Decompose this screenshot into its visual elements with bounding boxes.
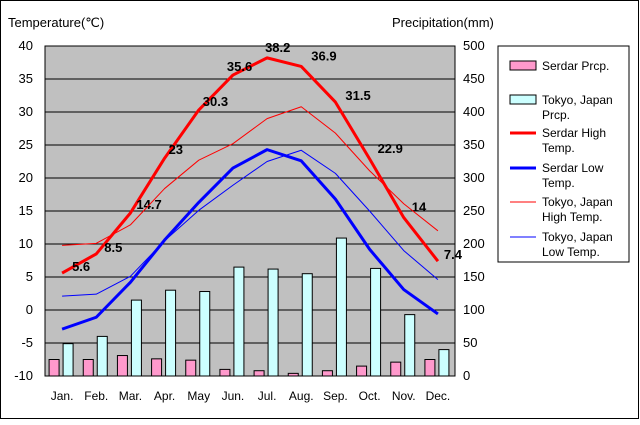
right-tick-label: 100 bbox=[463, 302, 485, 317]
right-tick-label: 350 bbox=[463, 137, 485, 152]
left-tick-label: -10 bbox=[14, 368, 33, 383]
left-tick-label: 20 bbox=[19, 170, 33, 185]
data-label: 35.6 bbox=[227, 59, 252, 74]
right-tick-label: 0 bbox=[463, 368, 470, 383]
legend-swatch bbox=[509, 94, 537, 105]
left-tick-label: 25 bbox=[19, 137, 33, 152]
bar-tokyo-prcp bbox=[335, 237, 347, 377]
bar-serdar-prcp bbox=[219, 368, 231, 377]
bar-serdar-prcp bbox=[424, 359, 436, 377]
plot-area: 5.68.514.72330.335.638.236.931.522.9147.… bbox=[14, 38, 485, 403]
legend-label: Serdar Low Temp. bbox=[542, 161, 604, 190]
data-label: 22.9 bbox=[378, 141, 403, 156]
x-tick-label: Oct. bbox=[359, 389, 381, 403]
left-tick-label: 10 bbox=[19, 236, 33, 251]
bar-serdar-prcp bbox=[356, 365, 368, 377]
bar-tokyo-prcp bbox=[165, 289, 177, 377]
bar-tokyo-prcp bbox=[404, 314, 416, 377]
left-axis-title: Temperature(℃) bbox=[8, 15, 104, 30]
legend-label: Serdar Prcp. bbox=[542, 59, 609, 73]
left-tick-label: 0 bbox=[26, 302, 33, 317]
bar-serdar-prcp bbox=[253, 370, 265, 377]
right-tick-label: 150 bbox=[463, 269, 485, 284]
data-label: 30.3 bbox=[203, 94, 228, 109]
x-tick-label: Sep. bbox=[323, 389, 348, 403]
right-tick-label: 400 bbox=[463, 104, 485, 119]
bar-tokyo-prcp bbox=[96, 335, 108, 377]
left-tick-label: 5 bbox=[26, 269, 33, 284]
x-tick-label: Jul. bbox=[258, 389, 277, 403]
x-tick-label: Jan. bbox=[51, 389, 74, 403]
x-tick-label: Dec. bbox=[426, 389, 451, 403]
x-tick-label: Jun. bbox=[222, 389, 245, 403]
data-label: 38.2 bbox=[265, 40, 290, 55]
legend-label: Serdar High Temp. bbox=[542, 126, 606, 155]
data-label: 31.5 bbox=[345, 88, 370, 103]
left-tick-label: 30 bbox=[19, 104, 33, 119]
line-tokyo-japan-high-temp bbox=[62, 106, 439, 246]
line-serdar-high-temp bbox=[61, 56, 440, 275]
bar-serdar-prcp bbox=[151, 358, 163, 377]
x-tick-label: Feb. bbox=[84, 389, 108, 403]
x-tick-label: Aug. bbox=[289, 389, 314, 403]
legend: Serdar Prcp. Tokyo, Japan Prcp. Serdar High… bbox=[497, 45, 630, 263]
bar-tokyo-prcp bbox=[233, 266, 245, 377]
bar-tokyo-prcp bbox=[301, 273, 313, 377]
bar-tokyo-prcp bbox=[199, 291, 211, 377]
bar-serdar-prcp bbox=[321, 370, 333, 377]
right-axis-title: Precipitation(mm) bbox=[392, 15, 494, 30]
bar-tokyo-prcp bbox=[130, 299, 142, 377]
right-tick-label: 50 bbox=[463, 335, 477, 350]
right-tick-label: 500 bbox=[463, 38, 485, 53]
x-tick-label: May bbox=[187, 389, 210, 403]
bar-serdar-prcp bbox=[116, 355, 128, 377]
left-tick-label: 15 bbox=[19, 203, 33, 218]
data-label: 8.5 bbox=[104, 240, 122, 255]
right-tick-label: 450 bbox=[463, 71, 485, 86]
bar-serdar-prcp bbox=[82, 359, 94, 377]
legend-box bbox=[497, 45, 630, 263]
right-tick-label: 250 bbox=[463, 203, 485, 218]
bar-serdar-prcp bbox=[390, 361, 402, 377]
right-tick-label: 200 bbox=[463, 236, 485, 251]
data-label: 5.6 bbox=[72, 259, 90, 274]
bar-serdar-prcp bbox=[48, 359, 60, 377]
bar-tokyo-prcp bbox=[62, 343, 74, 377]
left-tick-label: 35 bbox=[19, 71, 33, 86]
data-label: 23 bbox=[169, 142, 183, 157]
data-label: 7.4 bbox=[444, 247, 463, 262]
line-serdar-low-temp bbox=[61, 148, 439, 331]
data-label: 36.9 bbox=[311, 48, 336, 63]
bar-tokyo-prcp bbox=[267, 268, 279, 377]
right-tick-label: 300 bbox=[463, 170, 485, 185]
legend-label: Tokyo, Japan Prcp. bbox=[542, 93, 613, 122]
legend-label: Tokyo, Japan High Temp. bbox=[542, 195, 613, 224]
bar-serdar-prcp bbox=[185, 359, 197, 377]
data-label: 14 bbox=[412, 200, 427, 215]
bar-tokyo-prcp bbox=[438, 349, 450, 377]
legend-label: Tokyo, Japan Low Temp. bbox=[542, 230, 613, 259]
left-tick-label: -5 bbox=[21, 335, 33, 350]
plot-border bbox=[44, 45, 456, 377]
bar-tokyo-prcp bbox=[370, 267, 382, 377]
x-tick-label: Nov. bbox=[392, 389, 416, 403]
legend-swatch bbox=[509, 60, 537, 71]
x-tick-label: Mar. bbox=[119, 389, 142, 403]
line-tokyo-japan-low-temp bbox=[62, 149, 439, 297]
left-tick-label: 40 bbox=[19, 38, 33, 53]
x-tick-label: Apr. bbox=[154, 389, 175, 403]
